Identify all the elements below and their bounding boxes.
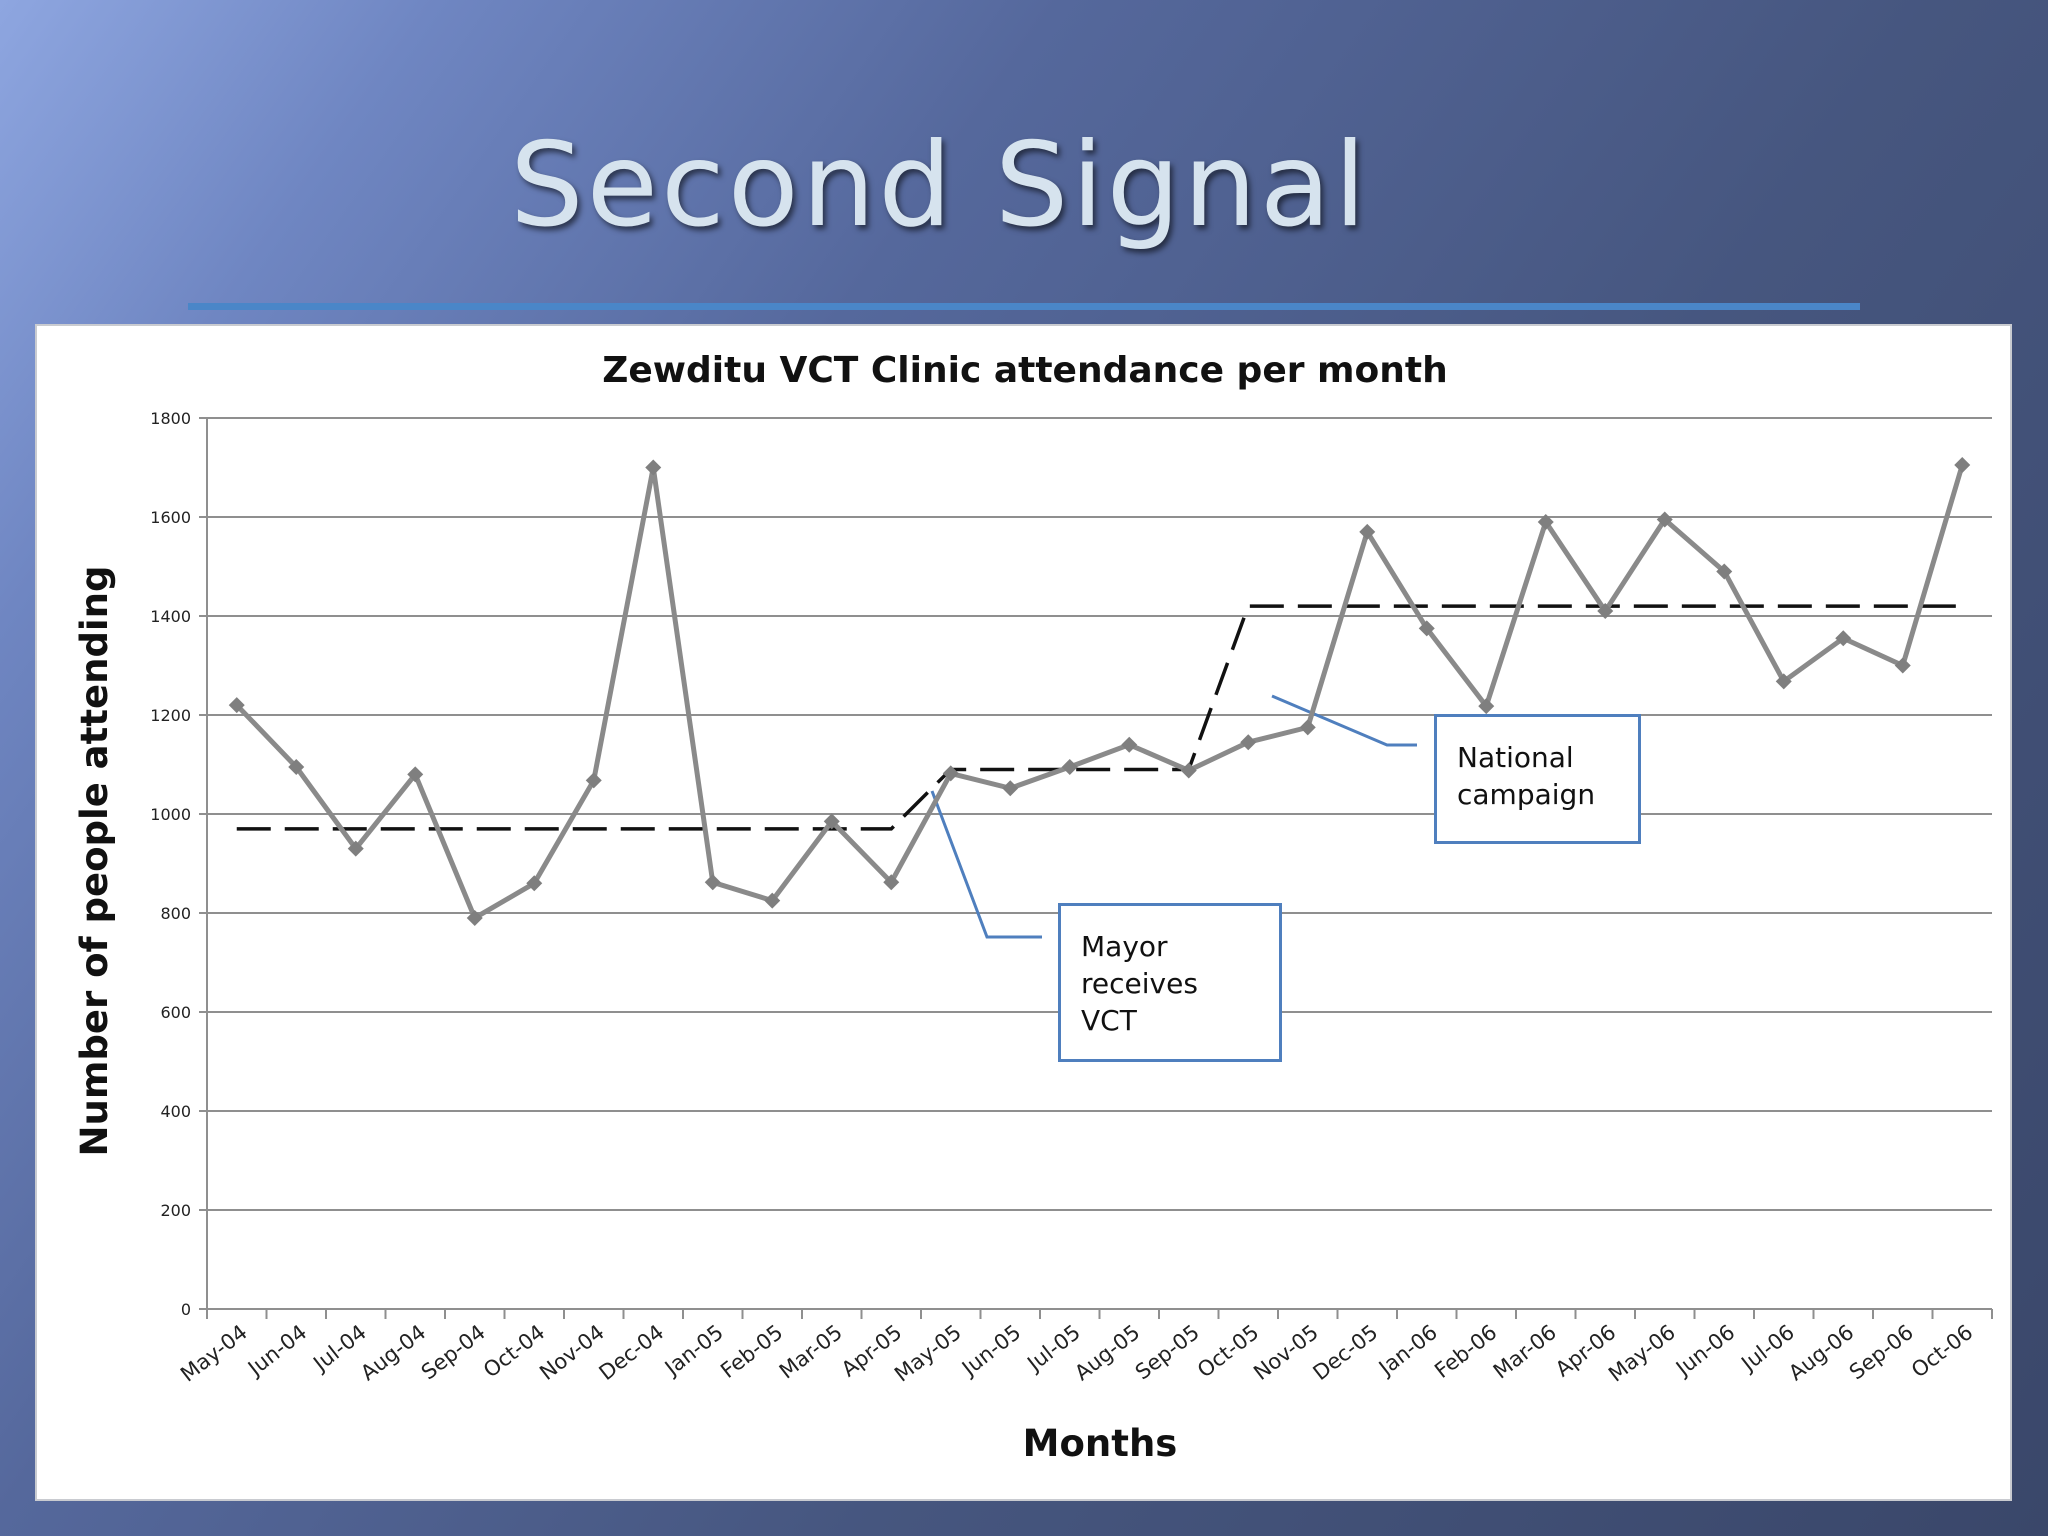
x-tick-label: Jan-05 <box>659 1320 728 1381</box>
y-tick-label: 1200 <box>150 706 191 725</box>
x-tick-label: Feb-05 <box>716 1320 787 1383</box>
data-point-attendance <box>1240 734 1257 751</box>
x-tick-label: Oct-05 <box>1193 1320 1263 1382</box>
data-point-attendance <box>347 840 364 857</box>
data-point-attendance <box>1002 780 1019 797</box>
y-tick-label: 600 <box>160 1003 191 1022</box>
x-tick-label: Nov-05 <box>1249 1320 1323 1385</box>
x-tick-label: Dec-04 <box>595 1320 669 1385</box>
data-point-attendance <box>1478 698 1495 715</box>
annotation-line: National <box>1457 741 1574 774</box>
x-tick-label: May-06 <box>1604 1320 1680 1387</box>
y-tick-label: 1600 <box>150 508 191 527</box>
chart-title: Zewditu VCT Clinic attendance per month <box>602 350 1448 391</box>
data-point-attendance <box>823 813 840 830</box>
national-campaign-leader-line <box>1271 694 1417 747</box>
data-point-attendance <box>942 765 959 782</box>
data-point-attendance <box>1835 630 1852 647</box>
x-tick-label: Jan-06 <box>1373 1320 1442 1381</box>
x-tick-label: May-04 <box>176 1320 252 1387</box>
data-point-attendance <box>228 697 245 714</box>
data-point-attendance <box>1894 657 1911 674</box>
data-point-attendance <box>1716 563 1733 580</box>
data-point-attendance <box>1775 673 1792 690</box>
x-tick-label: Mar-06 <box>1489 1320 1561 1384</box>
x-tick-label: Jun-05 <box>956 1320 1025 1381</box>
data-point-attendance <box>645 459 662 476</box>
chart-container: Zewditu VCT Clinic attendance per month … <box>35 324 2012 1501</box>
y-tick-label: 200 <box>160 1201 191 1220</box>
data-point-attendance <box>764 892 781 909</box>
data-point-attendance <box>466 909 483 926</box>
x-tick-label: May-05 <box>890 1320 966 1387</box>
x-tick-label: Aug-05 <box>1070 1320 1144 1385</box>
x-tick-label: Oct-04 <box>479 1320 549 1382</box>
y-tick-label: 1000 <box>150 805 191 824</box>
x-tick-label: Aug-04 <box>356 1320 430 1385</box>
data-point-attendance <box>1121 736 1138 753</box>
series-line-attendance <box>234 464 1965 921</box>
y-tick-label: 1400 <box>150 607 191 626</box>
data-point-attendance <box>1180 762 1197 779</box>
gridlines <box>207 417 1992 1211</box>
data-point-attendance <box>883 874 900 891</box>
y-tick-label: 400 <box>160 1102 191 1121</box>
mayor-receives-vct-leader-line <box>930 790 1042 939</box>
annotation-line: campaign <box>1457 778 1596 811</box>
data-point-attendance <box>288 758 305 775</box>
attendance-chart: Zewditu VCT Clinic attendance per month … <box>73 350 1993 1465</box>
annotation-line: Mayor <box>1081 930 1168 963</box>
x-tick-label: Aug-06 <box>1784 1320 1858 1385</box>
mayor-receives-vct-annotation: Mayor receives VCT <box>1058 903 1282 1062</box>
title-divider <box>188 303 1860 310</box>
x-tick-label: Dec-05 <box>1309 1320 1383 1385</box>
series <box>228 457 1971 926</box>
x-tick-label: Sep-04 <box>417 1320 490 1384</box>
y-tick-label: 0 <box>181 1300 191 1319</box>
data-point-attendance <box>1418 620 1435 637</box>
x-axis-label: Months <box>1023 1422 1178 1465</box>
x-tick-label: Feb-06 <box>1430 1320 1501 1383</box>
axes: 020040060080010001200140016001800May-04J… <box>150 409 1993 1387</box>
slide-title: Second Signal <box>510 118 1370 253</box>
x-tick-label: Jun-04 <box>242 1320 311 1381</box>
data-point-attendance <box>407 766 424 783</box>
series-line-median <box>236 604 1963 831</box>
national-campaign-annotation: National campaign <box>1434 714 1641 844</box>
callout-lines <box>930 694 1417 939</box>
x-tick-label: Sep-05 <box>1131 1320 1204 1384</box>
annotation-line: receives <box>1081 967 1198 1000</box>
annotation-line: VCT <box>1081 1004 1137 1037</box>
data-point-attendance <box>704 874 721 891</box>
x-tick-label: Jun-06 <box>1670 1320 1739 1381</box>
x-tick-label: Oct-06 <box>1907 1320 1977 1382</box>
y-tick-label: 1800 <box>150 409 191 428</box>
data-point-attendance <box>526 875 543 892</box>
data-point-attendance <box>1954 457 1971 474</box>
data-point-attendance <box>585 772 602 789</box>
x-tick-label: Nov-04 <box>535 1320 609 1385</box>
x-tick-label: Sep-06 <box>1845 1320 1918 1384</box>
y-tick-label: 800 <box>160 904 191 923</box>
data-point-attendance <box>1299 719 1316 736</box>
data-point-attendance <box>1597 603 1614 620</box>
y-axis-label: Number of people attending <box>73 566 116 1157</box>
x-tick-label: Mar-05 <box>775 1320 847 1384</box>
data-point-attendance <box>1061 758 1078 775</box>
data-point-attendance <box>1359 523 1376 540</box>
data-point-attendance <box>1537 513 1554 530</box>
